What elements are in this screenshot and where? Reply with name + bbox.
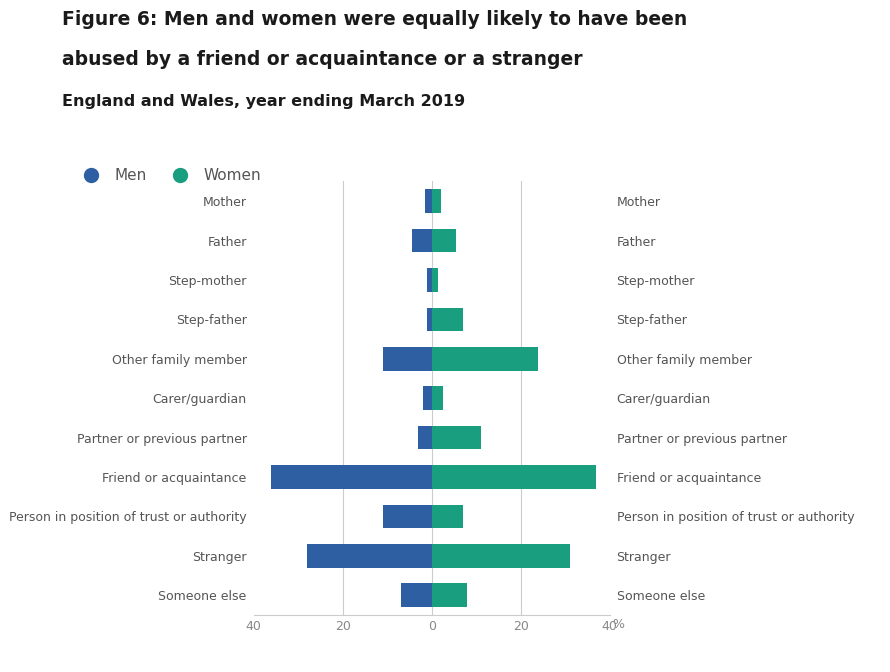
Bar [400,583,432,607]
Bar [432,583,467,607]
Text: abused by a friend or acquaintance or a stranger: abused by a friend or acquaintance or a … [62,50,583,69]
Bar [271,465,432,489]
Bar [383,505,432,528]
Bar [411,228,432,253]
Bar [383,347,432,370]
Bar [427,268,432,292]
Bar [425,190,432,213]
Bar [432,465,596,489]
Bar [432,268,439,292]
Text: Figure 6: Men and women were equally likely to have been: Figure 6: Men and women were equally lik… [62,10,688,29]
Bar [432,347,538,370]
Bar [418,426,432,450]
Bar [432,505,463,528]
Bar [432,190,441,213]
Bar [427,308,432,331]
Bar [432,386,443,410]
Bar [432,544,570,568]
Text: England and Wales, year ending March 2019: England and Wales, year ending March 201… [62,94,465,109]
Text: %: % [612,618,624,630]
Bar [307,544,432,568]
Bar [432,426,481,450]
Bar [432,228,457,253]
Legend: Men, Women: Men, Women [70,162,267,190]
Bar [423,386,432,410]
Bar [432,308,463,331]
